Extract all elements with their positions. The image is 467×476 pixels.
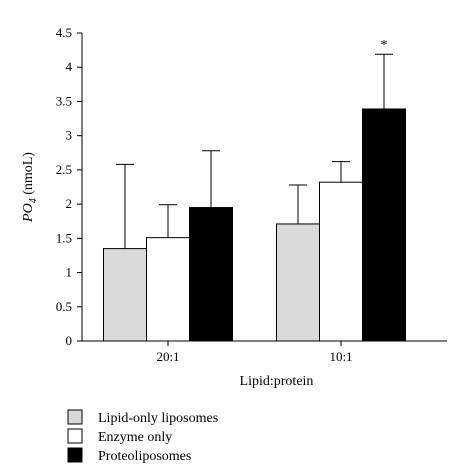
legend-label: Lipid-only liposomes [98,411,218,426]
y-tick-label: 0 [66,333,73,348]
y-tick-label: 1.5 [56,230,72,245]
legend-swatch [67,409,83,425]
y-axis-title-main: PO [21,203,36,223]
bar-lipid-only-liposomes-1 [276,223,320,342]
y-tick-label: 2.5 [56,162,72,177]
y-tick-label: 1 [66,265,73,280]
y-tick-label: 3 [66,128,73,143]
bar-proteoliposomes-0 [189,207,233,342]
y-axis-title: PO4 (nmoL) [21,152,39,223]
y-axis-title-unit: (nmoL) [21,152,36,199]
bar-enzyme-only-1 [319,181,363,342]
legend-swatch [67,428,83,444]
y-axis-title-subscript: 4 [28,198,39,203]
x-tick-label: 20:1 [156,349,179,364]
y-tick-label: 4 [66,59,73,74]
legend-label: Proteoliposomes [98,449,191,464]
legend-label: Enzyme only [98,430,172,445]
bar-proteoliposomes-1 [362,108,406,342]
y-tick-label: 3.5 [56,93,72,108]
significance-marker: * [381,38,388,53]
x-axis-ticks: 20:1 10:1 [156,341,353,364]
bar-enzyme-only-0 [146,237,190,342]
y-axis-ticks: 0 0.5 1 1.5 2 2.5 3 3.5 4 4.5 [56,25,82,348]
annotations: * [381,38,388,53]
y-tick-label: 4.5 [56,25,72,40]
error-bars [116,53,393,249]
x-tick-label: 10:1 [329,349,352,364]
legend-swatch [67,447,83,463]
y-tick-label: 0.5 [56,299,72,314]
legend: Lipid-only liposomes Enzyme only Proteolip… [67,409,218,464]
bars [103,108,406,342]
y-tick-label: 2 [66,196,73,211]
x-axis-title: Lipid:protein [240,374,314,389]
bar-lipid-only-liposomes-0 [103,248,147,342]
